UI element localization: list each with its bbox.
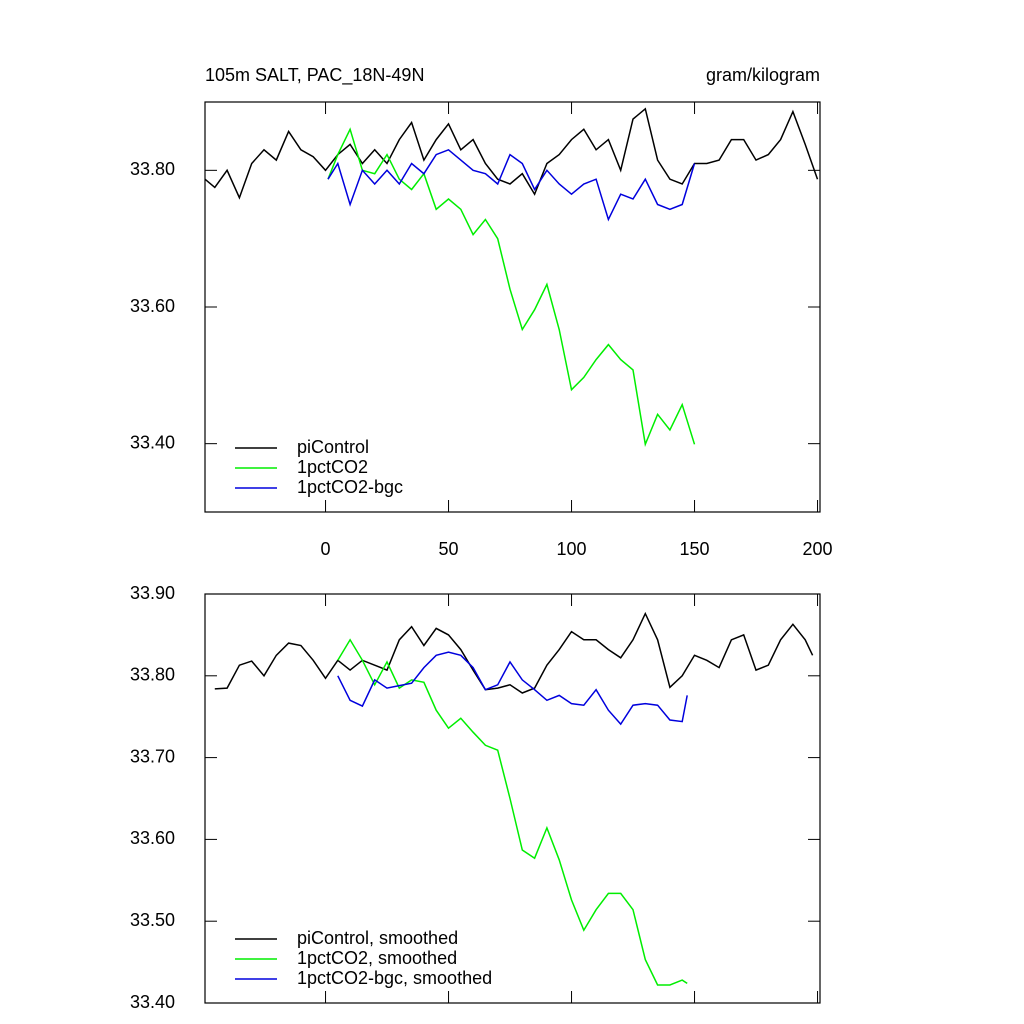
legend-label: 1pctCO2, smoothed	[297, 948, 457, 968]
legend-label: piControl, smoothed	[297, 928, 458, 948]
data-line	[337, 651, 688, 726]
data-line	[327, 127, 696, 448]
x-tick-label: 0	[321, 539, 331, 559]
x-tick-label: 100	[557, 539, 587, 559]
y-tick-label: 33.40	[130, 432, 175, 452]
data-line	[214, 611, 814, 694]
legend-label: 1pctCO2	[297, 457, 368, 477]
legend-label: piControl	[297, 437, 369, 457]
x-tick-label: 150	[680, 539, 710, 559]
legend-label: 1pctCO2-bgc, smoothed	[297, 968, 492, 988]
y-tick-label: 33.50	[130, 910, 175, 930]
x-tick-label: 200	[803, 539, 833, 559]
y-tick-label: 33.60	[130, 296, 175, 316]
y-tick-label: 33.90	[130, 583, 175, 603]
data-line	[337, 638, 688, 986]
x-tick-label: 50	[439, 539, 459, 559]
y-tick-label: 33.60	[130, 828, 175, 848]
data-line	[204, 107, 819, 200]
data-line	[327, 148, 696, 222]
plot-frame	[204, 593, 821, 1004]
legend-label: 1pctCO2-bgc	[297, 477, 403, 497]
chart-title: 105m SALT, PAC_18N-49N	[205, 65, 424, 86]
y-tick-label: 33.40	[130, 992, 175, 1012]
y-tick-label: 33.80	[130, 665, 175, 685]
y-tick-label: 33.70	[130, 746, 175, 766]
y-tick-label: 33.80	[130, 159, 175, 179]
units-title: gram/kilogram	[706, 65, 820, 85]
